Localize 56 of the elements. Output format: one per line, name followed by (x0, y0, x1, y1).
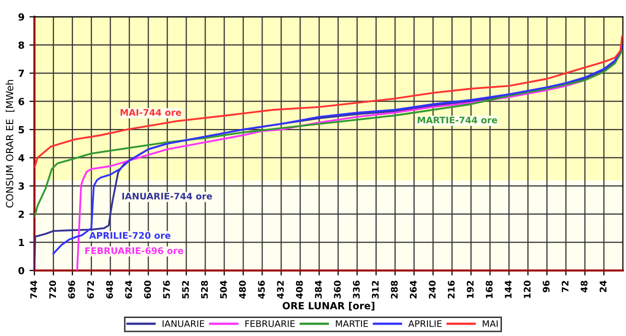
y-tick-label: 6 (18, 98, 24, 106)
y-tick-label: 1 (19, 238, 24, 246)
x-tick-label: 96 (542, 280, 550, 292)
x-tick-label: 648 (106, 280, 113, 298)
y-tick-label: 4 (18, 154, 24, 162)
x-tick-label: 432 (276, 280, 284, 299)
x-axis-title: ORE LUNAR [ore] (282, 302, 374, 310)
x-tick-label: 360 (334, 280, 341, 298)
x-tick-label: 336 (352, 280, 360, 298)
x-tick-label: 480 (239, 280, 246, 299)
y-tick-label: 5 (18, 126, 24, 134)
x-tick-label: 264 (410, 280, 417, 298)
x-tick-label: 120 (524, 280, 531, 298)
x-tick-label: 48 (580, 280, 588, 292)
x-tick-label: 576 (163, 280, 170, 298)
y-tick-label: 9 (18, 13, 24, 21)
x-tick-label: 144 (504, 280, 512, 298)
x-tick-label: 552 (182, 280, 189, 298)
line-series (34, 36, 623, 169)
x-tick-label: 312 (372, 280, 379, 298)
legend-label: APRILIE (408, 320, 442, 327)
legend-label: MAI (482, 320, 498, 327)
x-tick-label: 720 (49, 280, 56, 298)
x-tick-label: 456 (258, 280, 265, 299)
annotation: MAI-744 ore (120, 109, 182, 116)
x-tick-label: 600 (144, 280, 151, 298)
legend-label: IANUARIE (162, 320, 204, 328)
x-tick-label: 624 (125, 280, 132, 298)
x-tick-label: 744 (30, 280, 37, 298)
x-tick-label: 408 (296, 280, 303, 299)
x-tick-label: 24 (600, 280, 606, 292)
x-tick-label: 240 (428, 280, 436, 298)
annotation: APRILIE-720 ore (89, 232, 170, 239)
annotation: FEBRUARIE-696 ore (85, 247, 184, 254)
x-tick-label: 168 (486, 280, 493, 298)
x-tick-label: 696 (68, 280, 76, 298)
x-tick-label: 216 (448, 280, 455, 298)
legend-label: FEBRUARIE (245, 320, 295, 328)
annotation: IANUARIE-744 ore (122, 192, 212, 200)
line-series (34, 50, 623, 218)
y-tick-label: 3 (18, 182, 24, 190)
y-axis-title: CONSUM ORAR EE [MWeh (6, 80, 14, 208)
x-tick-label: 288 (390, 280, 398, 298)
y-tick-label: 2 (18, 210, 24, 218)
x-tick-label: 192 (466, 280, 474, 298)
annotation: MARTIE-744 ore (418, 116, 498, 124)
x-tick-label: 504 (220, 280, 227, 298)
y-tick-label: 7 (18, 70, 24, 77)
line-series (76, 70, 605, 270)
y-tick-label: 0 (18, 266, 24, 274)
x-tick-label: 72 (562, 280, 568, 292)
y-tick-label: 8 (18, 41, 24, 49)
legend-label: MARTIE (336, 320, 368, 327)
x-tick-label: 672 (87, 280, 94, 298)
x-tick-label: 384 (314, 280, 322, 298)
x-tick-label: 528 (201, 280, 208, 298)
